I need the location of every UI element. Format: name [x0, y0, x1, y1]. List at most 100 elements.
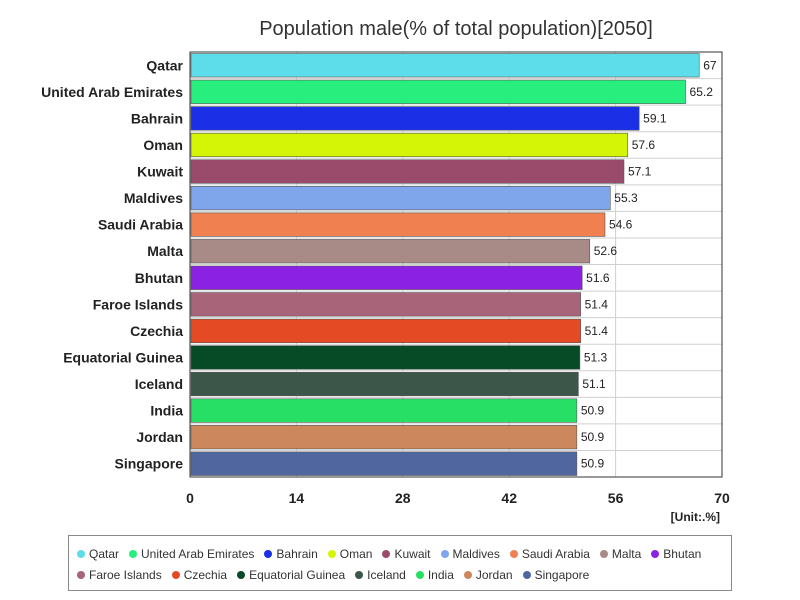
value-label: 50.9: [581, 404, 605, 418]
legend-item: Oman: [327, 546, 373, 561]
bars: [190, 53, 700, 476]
legend-item: Maldives: [440, 547, 500, 561]
category-label: India: [150, 403, 183, 419]
bar: [190, 318, 581, 343]
chart-title: Population male(% of total population)[2…: [259, 18, 653, 40]
plot-frame: [189, 51, 723, 478]
legend-item: Iceland: [355, 568, 406, 582]
legend-swatch: [509, 549, 518, 558]
category-label: United Arab Emirates: [41, 84, 183, 100]
legend-item: Bhutan: [651, 547, 701, 561]
x-axis-ticks: 0 14 28 42 56 70: [186, 490, 730, 506]
legend-item: Kuwait: [382, 546, 431, 561]
bar-chart: Population male(% of total population)[2…: [41, 18, 730, 524]
value-label: 51.3: [584, 350, 608, 364]
x-tick-label: 42: [501, 490, 517, 506]
legend-item: United Arab Emirates: [129, 547, 254, 561]
unit-label: [Unit:.%]: [671, 510, 720, 524]
value-label: 67: [703, 58, 717, 72]
legend-label: Equatorial Guinea: [249, 567, 346, 582]
x-tick-label: 14: [289, 490, 305, 506]
value-label: 57.1: [628, 165, 652, 179]
category-labels: Qatar United Arab Emirates Bahrain Oman Kuwa…: [41, 57, 183, 471]
legend-swatch: [237, 570, 246, 579]
category-label: Bahrain: [131, 110, 183, 126]
bar: [190, 292, 581, 317]
category-label: Qatar: [146, 57, 183, 73]
bar: [190, 132, 629, 158]
legend-label: Kuwait: [394, 546, 431, 561]
bar: [190, 451, 578, 476]
legend-swatch: [264, 549, 273, 558]
legend-swatch: [327, 549, 336, 558]
legend-label: Oman: [339, 546, 373, 561]
legend-swatch: [522, 570, 531, 579]
value-label: 51.1: [582, 377, 606, 391]
bar: [190, 159, 625, 184]
value-label: 51.4: [585, 324, 609, 338]
legend-swatch: [171, 570, 180, 579]
category-label: Jordan: [136, 429, 183, 445]
legend-label: Bhutan: [663, 546, 702, 561]
legend-item: Czechia: [171, 567, 228, 582]
grid-lines: [190, 52, 722, 477]
legend-item: Saudi Arabia: [509, 546, 590, 561]
legend-item: Jordan: [463, 567, 513, 582]
legend-label: Iceland: [367, 567, 406, 582]
legend-swatch: [651, 549, 660, 558]
category-label: Saudi Arabia: [98, 217, 183, 233]
legend-swatch: [415, 570, 424, 579]
x-tick-label: 56: [608, 490, 624, 506]
legend-swatch: [77, 549, 85, 558]
bar: [190, 79, 686, 104]
legend-item: Singapore: [522, 567, 590, 582]
legend-label: United Arab Emirates: [141, 546, 255, 561]
legend-row: Faroe Islands Czechia Equatorial Guinea Ice…: [77, 564, 723, 585]
legend-label: Singapore: [534, 567, 590, 582]
category-label: Oman: [143, 137, 183, 153]
legend-label: Bahrain: [276, 546, 318, 561]
category-label: Singapore: [115, 456, 184, 472]
legend-label: Faroe Islands: [89, 567, 162, 582]
x-tick-label: 28: [395, 490, 411, 506]
legend-label: Saudi Arabia: [521, 546, 590, 561]
legend-swatch: [77, 570, 85, 579]
legend-swatch: [355, 570, 364, 579]
category-label: Kuwait: [137, 164, 183, 180]
value-label: 51.6: [586, 271, 610, 285]
legend-swatch: [382, 549, 391, 558]
legend-item: Bahrain: [264, 546, 318, 561]
bar: [190, 425, 578, 450]
legend-swatch: [463, 570, 472, 579]
value-label: 50.9: [581, 430, 605, 444]
bar: [190, 345, 581, 370]
category-label: Iceland: [135, 376, 183, 392]
bar: [190, 53, 700, 78]
value-label: 51.4: [585, 297, 609, 311]
x-tick-label: 70: [714, 490, 730, 506]
value-label: 59.1: [643, 111, 667, 125]
category-label: Faroe Islands: [93, 296, 183, 312]
value-labels: 67 65.2 59.1 57.6 57.1 55.3 54.6 52.6 51.6 51.4 51…: [581, 58, 717, 470]
legend-item: Malta: [599, 546, 642, 561]
value-label: 55.3: [614, 191, 638, 205]
value-label: 52.6: [594, 244, 618, 258]
category-label: Malta: [147, 243, 183, 259]
value-label: 50.9: [581, 457, 605, 471]
category-label: Bhutan: [135, 270, 183, 286]
legend-label: Jordan: [475, 567, 513, 582]
category-label: Maldives: [124, 190, 183, 206]
bar: [190, 265, 583, 290]
bar: [190, 186, 611, 211]
legend-swatch: [599, 549, 608, 558]
legend-row: Qatar United Arab Emirates Bahrain Oman Kuwa…: [77, 543, 723, 564]
legend-swatch: [129, 549, 138, 558]
legend-label: Malta: [611, 546, 642, 561]
legend-label: Czechia: [183, 567, 228, 582]
bar: [190, 239, 591, 264]
value-label: 54.6: [609, 218, 633, 232]
category-label: Czechia: [130, 323, 183, 339]
bar: [190, 371, 579, 397]
legend: Qatar United Arab Emirates Bahrain Oman Kuwa…: [68, 535, 732, 591]
legend-label: India: [427, 567, 454, 582]
